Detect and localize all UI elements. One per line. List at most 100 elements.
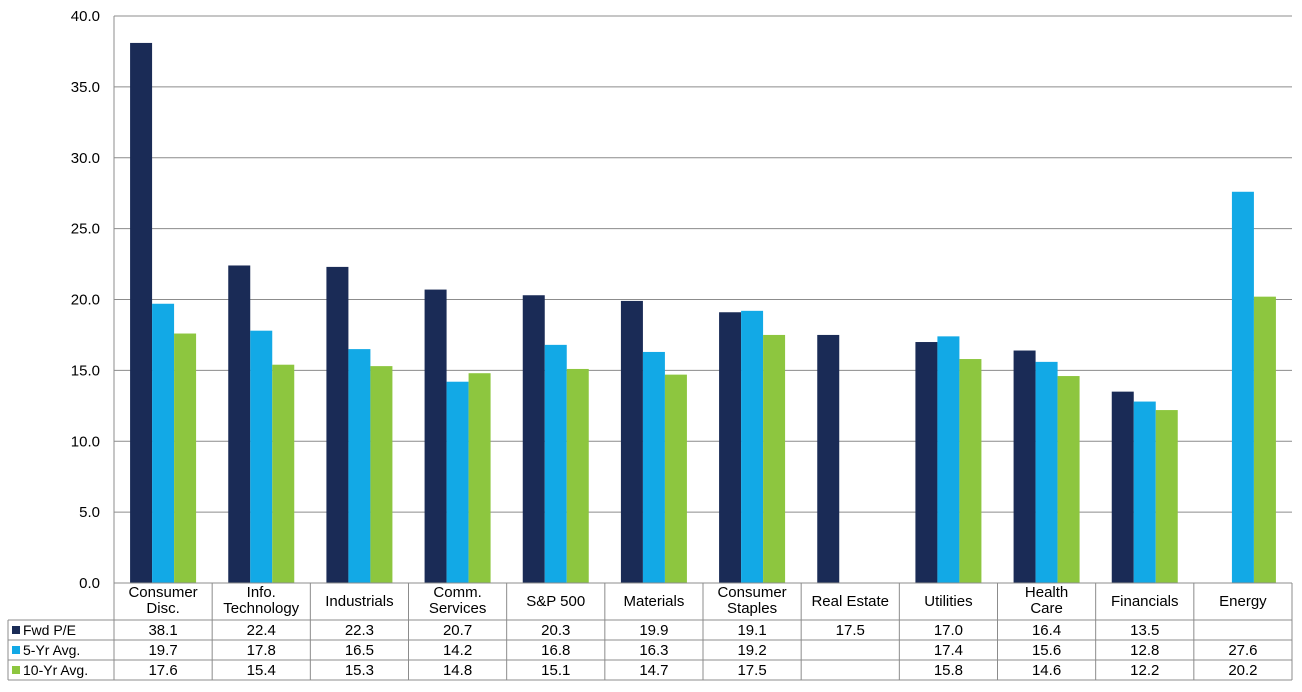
legend-label: Fwd P/E [23, 622, 76, 638]
category-label: Comm. [433, 584, 481, 601]
bar [424, 289, 447, 583]
bar [152, 303, 175, 583]
category-label: Real Estate [811, 593, 889, 610]
y-tick-label: 15.0 [71, 362, 100, 379]
bar [566, 368, 589, 583]
category-label: Technology [223, 600, 299, 617]
data-label: 15.8 [934, 662, 963, 679]
legend-swatch [12, 626, 20, 634]
bar [446, 381, 469, 583]
y-tick-label: 30.0 [71, 150, 100, 167]
data-label: 20.3 [541, 622, 570, 639]
y-tick-label: 5.0 [79, 504, 100, 521]
data-label: 17.0 [934, 622, 963, 639]
category-label: Info. [247, 584, 276, 601]
legend-swatch [12, 666, 20, 674]
data-label: 19.9 [639, 622, 668, 639]
bar [228, 265, 251, 583]
bar [522, 295, 545, 583]
data-label: 12.8 [1130, 642, 1159, 659]
data-label: 12.2 [1130, 662, 1159, 679]
bar [959, 359, 982, 583]
category-label: Energy [1219, 593, 1267, 610]
data-label: 17.8 [247, 642, 276, 659]
bar [1013, 350, 1036, 583]
data-label: 22.4 [247, 622, 276, 639]
data-label: 17.6 [148, 662, 177, 679]
data-label: 19.7 [148, 642, 177, 659]
bar [817, 334, 840, 583]
legend-swatch [12, 646, 20, 654]
data-label: 20.7 [443, 622, 472, 639]
bar [1155, 410, 1178, 583]
data-label: 16.5 [345, 642, 374, 659]
category-label: Health [1025, 584, 1068, 601]
data-label: 22.3 [345, 622, 374, 639]
category-label: Financials [1111, 593, 1179, 610]
data-label: 16.3 [639, 642, 668, 659]
bar [1133, 401, 1156, 583]
data-label: 13.5 [1130, 622, 1159, 639]
y-tick-label: 10.0 [71, 433, 100, 450]
bar [544, 344, 567, 583]
data-label: 17.5 [737, 662, 766, 679]
bar [620, 300, 643, 583]
data-label: 14.2 [443, 642, 472, 659]
bar [1057, 376, 1080, 583]
data-label: 17.5 [836, 622, 865, 639]
data-label: 27.6 [1228, 642, 1257, 659]
bar [664, 374, 687, 583]
legend-label: 10-Yr Avg. [23, 662, 88, 678]
y-tick-label: 25.0 [71, 221, 100, 238]
data-label: 16.8 [541, 642, 570, 659]
data-label: 38.1 [148, 622, 177, 639]
bar [174, 333, 197, 583]
data-label: 15.3 [345, 662, 374, 679]
bar [1231, 191, 1254, 583]
bar [348, 349, 371, 583]
data-label: 14.7 [639, 662, 668, 679]
bar [937, 336, 960, 583]
data-label: 14.8 [443, 662, 472, 679]
data-label: 17.4 [934, 642, 963, 659]
data-label: 15.1 [541, 662, 570, 679]
category-label: Care [1030, 600, 1063, 617]
bar [763, 334, 786, 583]
bar [1035, 361, 1058, 583]
bar [370, 366, 393, 583]
y-tick-label: 20.0 [71, 292, 100, 309]
y-tick-label: 0.0 [79, 575, 100, 592]
bar [468, 373, 491, 583]
category-label: Services [429, 600, 487, 617]
bar [1111, 391, 1134, 583]
bar [272, 364, 295, 583]
y-tick-label: 35.0 [71, 79, 100, 96]
data-label: 20.2 [1228, 662, 1257, 679]
bar [915, 342, 938, 583]
bar [130, 42, 153, 584]
category-label: Consumer [717, 584, 786, 601]
category-label: Staples [727, 600, 777, 617]
data-label: 16.4 [1032, 622, 1061, 639]
bar [741, 310, 764, 583]
category-label: Consumer [128, 584, 197, 601]
legend-label: 5-Yr Avg. [23, 642, 80, 658]
category-label: Industrials [325, 593, 393, 610]
category-label: S&P 500 [526, 593, 585, 610]
bar [642, 351, 665, 583]
data-label: 15.6 [1032, 642, 1061, 659]
data-label: 15.4 [247, 662, 276, 679]
y-tick-label: 40.0 [71, 8, 100, 25]
bar [326, 266, 349, 583]
bar [1253, 296, 1276, 583]
data-label: 14.6 [1032, 662, 1061, 679]
bar [719, 312, 742, 583]
category-label: Disc. [146, 600, 179, 617]
category-label: Utilities [924, 593, 972, 610]
data-label: 19.1 [737, 622, 766, 639]
category-label: Materials [623, 593, 684, 610]
bar [250, 330, 273, 583]
data-label: 19.2 [737, 642, 766, 659]
